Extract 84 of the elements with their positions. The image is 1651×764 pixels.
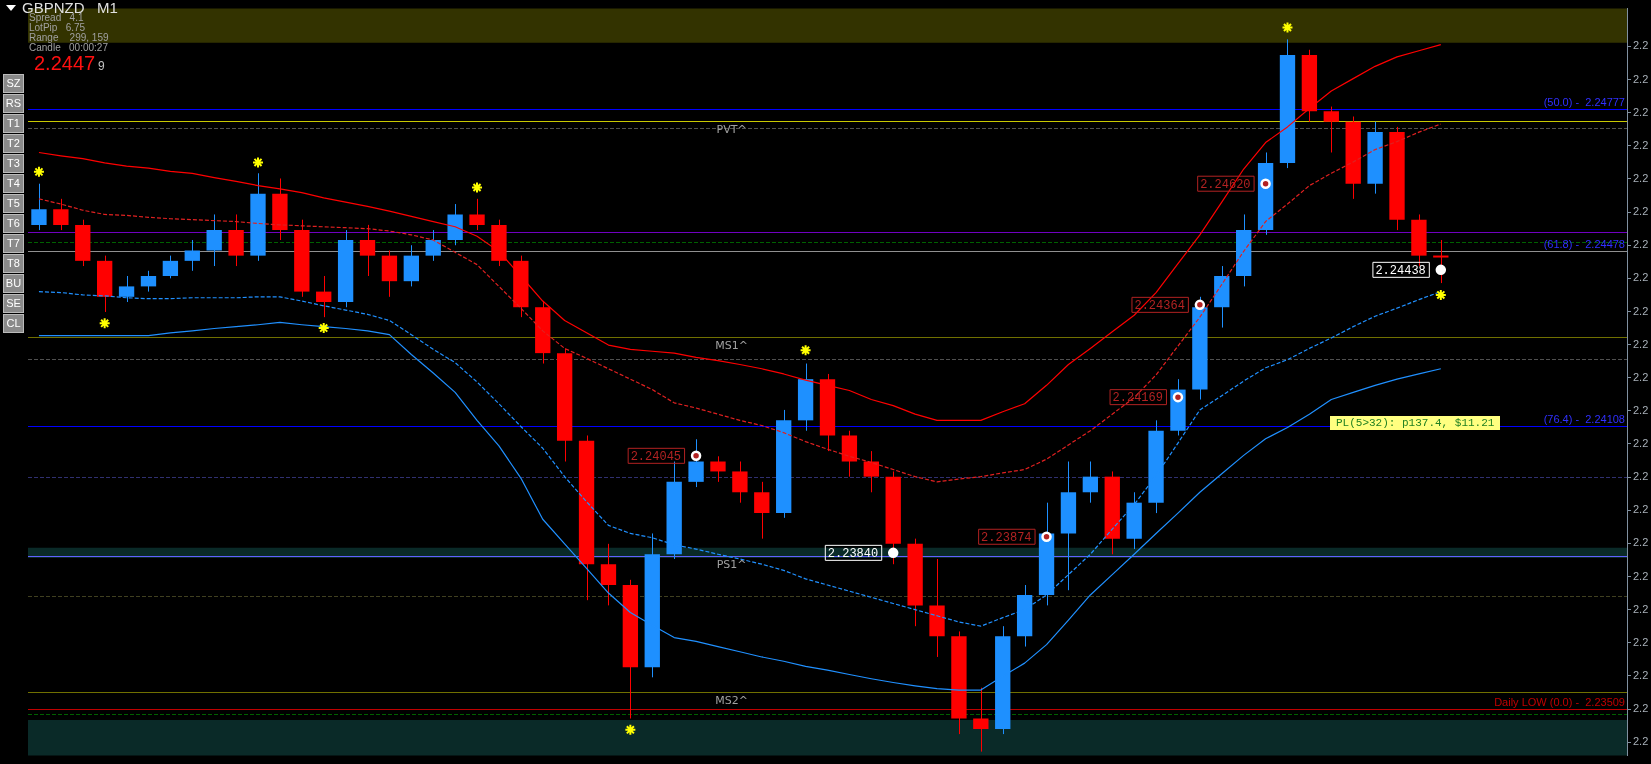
point: [471, 181, 484, 194]
candlestick: [206, 213, 222, 267]
point: [799, 344, 812, 357]
toolbar-button: BU: [3, 274, 24, 293]
candlestick: [53, 198, 69, 231]
toolbar-button: T5: [3, 194, 24, 213]
toolbar-button: T1: [3, 114, 24, 133]
annotation: (50.0) - 2.24777: [1543, 96, 1625, 109]
y-tick-label: 2.2: [1633, 138, 1649, 151]
ref-line-label: PS1^: [716, 557, 747, 571]
annotation: (76.4) - 2.24108: [1543, 413, 1625, 426]
y-tick-label: 2.2: [1633, 503, 1649, 516]
point: [1435, 264, 1447, 276]
point: [32, 165, 45, 178]
y-tick-label: 2.2: [1633, 470, 1649, 483]
ref-line-label: MS2^: [715, 693, 748, 707]
toolbar-button: T4: [3, 174, 24, 193]
y-tick-label: 2.2: [1633, 569, 1649, 582]
y-tick-label: 2.2: [1633, 735, 1649, 748]
y-tick-label: 2.2: [1633, 403, 1649, 416]
annotation: 2.2447: [34, 52, 96, 75]
candlestick: [600, 543, 617, 606]
candlestick: [1433, 239, 1449, 284]
y-tick-label: 2.2: [1633, 370, 1649, 383]
point: [690, 450, 702, 462]
candlestick: [688, 438, 704, 488]
toolbar-button: SZ: [3, 74, 24, 93]
point: [98, 317, 111, 330]
toolbar-button: SE: [3, 294, 24, 313]
toolbar-button: T8: [3, 254, 24, 273]
candlestick: [316, 275, 332, 318]
candlestick: [162, 255, 179, 279]
candlestick: [469, 198, 485, 231]
toolbar-button: T6: [3, 214, 24, 233]
y-tick-label: 2.2: [1633, 668, 1649, 681]
candlestick: [1082, 461, 1099, 504]
candlestick: [425, 229, 441, 262]
toolbar-button: RS: [3, 94, 24, 113]
y-tick-label: 2.2: [1633, 172, 1649, 184]
y-tick-label: 2.2: [1633, 39, 1649, 52]
candlestick: [1323, 106, 1339, 153]
point: [1194, 299, 1206, 311]
y-tick-label: 2.2: [1633, 205, 1649, 218]
point: [624, 723, 637, 736]
point: [1041, 531, 1052, 543]
candlestick: [31, 183, 47, 231]
ref-line-label: MS1^: [715, 338, 748, 352]
y-tick-label: 2.2: [1633, 271, 1649, 284]
candlestick: [754, 481, 770, 540]
y-tick-label: 2.2: [1633, 238, 1649, 251]
candlestick: [140, 270, 157, 293]
ref-line-label: PVT^: [716, 122, 747, 136]
point: [1260, 178, 1271, 189]
annotation: Range 299, 159: [29, 32, 109, 43]
data-label: 2.24045: [630, 450, 682, 464]
y-tick-label: 2.2: [1633, 437, 1649, 450]
y-tick-label: 2.2: [1633, 702, 1649, 715]
candlestick: [973, 687, 989, 753]
candlestick: [863, 450, 879, 493]
point: [1172, 391, 1184, 403]
y-tick-label: 2.2: [1633, 72, 1649, 85]
data-label: 2.24438: [1375, 264, 1426, 279]
y-tick-label: 2.2: [1633, 304, 1649, 317]
ref-line-label: Daily LOW (0.0) - 2.23509: [1494, 696, 1625, 709]
annotation: 9: [98, 59, 105, 73]
toolbar-button: T2: [3, 134, 24, 153]
data-label: 2.24169: [1112, 391, 1163, 406]
y-tick-label: 2.2: [1633, 602, 1649, 615]
candlestick: [732, 461, 748, 504]
annotation: (61.8) - 2.24478: [1543, 238, 1625, 251]
toolbar-button: CL: [3, 314, 24, 333]
annotation: PL(5>32): p137.4, $11.21: [1330, 416, 1501, 430]
candlestick: [710, 455, 726, 483]
candlestick: [184, 239, 200, 272]
y-tick-label: 2.2: [1633, 635, 1649, 648]
toolbar-button: T7: [3, 234, 24, 253]
candlestick: [359, 224, 376, 277]
point: [887, 547, 899, 559]
point: [1281, 21, 1294, 34]
data-label: 2.23874: [981, 530, 1032, 545]
y-tick-label: 2.2: [1633, 105, 1649, 118]
y-tick-label: 2.2: [1633, 536, 1649, 549]
y-tick-label: 2.2: [1633, 337, 1649, 350]
toolbar-button: T3: [3, 154, 24, 173]
